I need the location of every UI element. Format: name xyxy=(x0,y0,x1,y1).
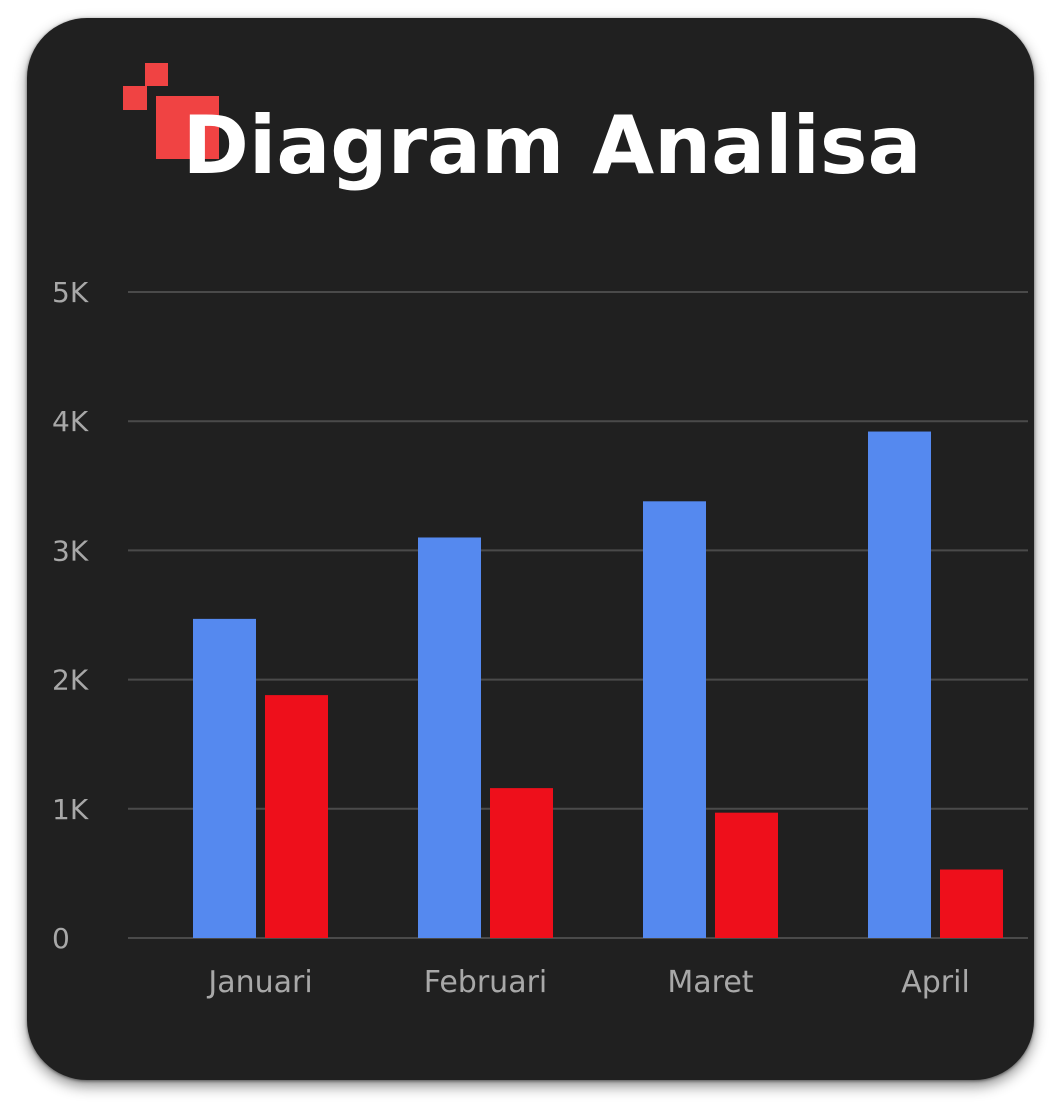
x-axis-labels: Januari Februari Maret April xyxy=(206,965,969,1000)
y-tick-label: 5K xyxy=(52,276,89,309)
bar-maret-series-1 xyxy=(643,501,706,938)
y-tick-label: 1K xyxy=(52,793,89,826)
x-tick-label: April xyxy=(901,965,970,1000)
bar-januari-series-2 xyxy=(265,695,328,938)
pixel-square-small xyxy=(123,86,147,110)
page-title: Diagram Analisa xyxy=(182,99,922,192)
bar-maret-series-2 xyxy=(715,812,778,938)
y-tick-label: 3K xyxy=(52,534,89,567)
bar-april-series-1 xyxy=(868,431,931,938)
x-tick-label: Januari xyxy=(206,965,312,1000)
bar-februari-series-2 xyxy=(490,788,553,938)
y-tick-label: 0 xyxy=(52,922,70,955)
x-tick-label: Maret xyxy=(667,965,753,1000)
pixel-square-large xyxy=(156,96,219,159)
bar-januari-series-1 xyxy=(193,618,256,938)
y-tick-label: 4K xyxy=(52,405,89,438)
y-axis-ticks: 0 1K 2K 3K 4K 5K xyxy=(52,276,89,955)
bar-april-series-2 xyxy=(940,869,1003,938)
bar-februari-series-1 xyxy=(418,537,481,938)
y-tick-label: 2K xyxy=(52,664,89,697)
bars xyxy=(193,431,1003,938)
pixel-squares-icon xyxy=(145,63,168,86)
x-tick-label: Februari xyxy=(424,965,548,1000)
